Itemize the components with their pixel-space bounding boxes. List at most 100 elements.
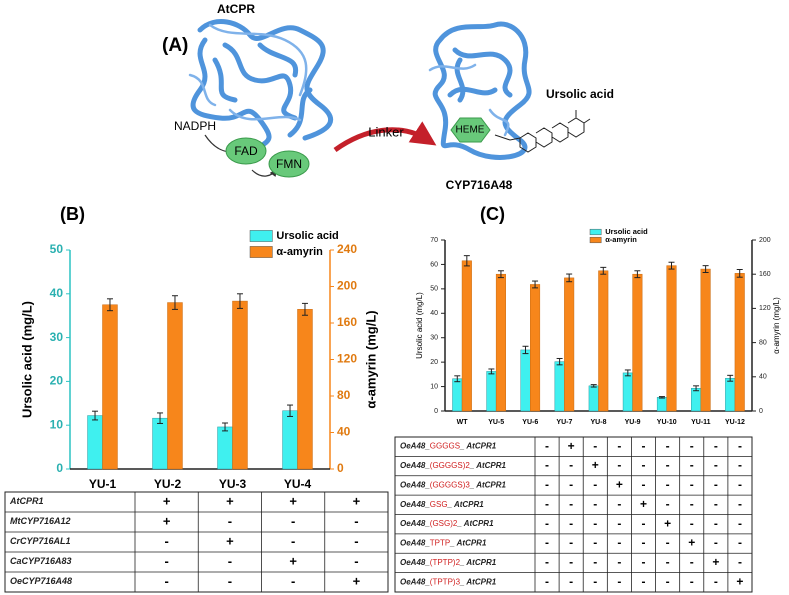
- fad-domain: [225, 137, 267, 165]
- y-tick-label: 10: [430, 383, 438, 390]
- cell: -: [569, 536, 573, 550]
- bar: [520, 349, 531, 412]
- label-part: OeA48_: [400, 539, 430, 548]
- cell: -: [228, 553, 232, 568]
- label-part: (GGGGS)2: [430, 461, 471, 470]
- cell: -: [617, 497, 621, 511]
- cell: -: [354, 553, 358, 568]
- label-part: (TPTP)2: [430, 558, 461, 567]
- protein-label: CYP716A48: [446, 178, 513, 192]
- cell: -: [714, 516, 718, 530]
- row-label: OeA48_(GGGGS)2_ AtCPR1: [400, 461, 507, 470]
- cell: -: [666, 497, 670, 511]
- x-tick-label: YU-9: [625, 419, 641, 426]
- linker-arrow: [333, 121, 437, 153]
- row-label: OeCYP716A48: [10, 576, 72, 586]
- x-tick-label: YU-5: [488, 419, 504, 426]
- cell: -: [593, 555, 597, 569]
- cell: -: [545, 574, 549, 588]
- label-part: GSG: [430, 500, 448, 509]
- cell: -: [642, 516, 646, 530]
- y-tick-label: 10: [50, 417, 64, 431]
- y2-tick-label: 120: [759, 305, 771, 312]
- cell: -: [291, 533, 295, 548]
- y2-tick-label: 160: [759, 271, 771, 278]
- cell: -: [545, 478, 549, 492]
- y-axis-label: Ursolic acid (mg/L): [415, 292, 424, 359]
- row-label: OeA48_(TPTP)3_ AtCPR1: [400, 577, 497, 586]
- cell: +: [289, 493, 297, 508]
- label-part: OeA48_: [400, 577, 430, 586]
- cell: -: [690, 458, 694, 472]
- cell: -: [666, 536, 670, 550]
- heme-label: HEME: [456, 125, 485, 136]
- bar: [452, 378, 463, 412]
- y2-tick-label: 120: [337, 352, 357, 366]
- cell: -: [569, 497, 573, 511]
- bar: [622, 372, 633, 412]
- cell: -: [690, 574, 694, 588]
- cell: -: [569, 516, 573, 530]
- cell: -: [642, 536, 646, 550]
- cell: -: [569, 478, 573, 492]
- cell: +: [616, 478, 623, 492]
- cell: -: [642, 458, 646, 472]
- y-tick-label: 20: [50, 374, 64, 388]
- x-tick-label: YU-7: [556, 419, 572, 426]
- table-border: [4, 491, 389, 593]
- legend-swatch: [249, 230, 273, 242]
- bar: [486, 371, 497, 412]
- y-tick-label: 0: [56, 461, 63, 475]
- bar: [554, 361, 565, 412]
- cell: -: [354, 513, 358, 528]
- x-tick-label: YU-10: [657, 419, 677, 426]
- y-axis-label: Ursolic acid (mg/L): [19, 301, 34, 418]
- legend-label: α-amyrin: [276, 246, 323, 258]
- legend-swatch: [589, 228, 602, 236]
- bar: [530, 284, 541, 412]
- bar: [588, 385, 599, 412]
- cell: +: [568, 439, 575, 453]
- cell: -: [714, 574, 718, 588]
- y-tick-label: 30: [430, 335, 438, 342]
- bar: [495, 273, 506, 412]
- y2-tick-label: 80: [759, 339, 767, 346]
- cell: -: [545, 497, 549, 511]
- label-part: OeA48_: [400, 481, 430, 490]
- bar: [564, 277, 575, 412]
- cell: -: [738, 555, 742, 569]
- cell: -: [593, 439, 597, 453]
- bar: [297, 309, 313, 470]
- cell: -: [690, 478, 694, 492]
- cell: -: [593, 574, 597, 588]
- bar: [725, 378, 736, 412]
- label-part: _ AtCPR1: [447, 500, 485, 509]
- bar: [691, 388, 702, 412]
- bar: [734, 273, 745, 412]
- label-part: OeA48_: [400, 500, 430, 509]
- y-tick-label: 70: [430, 237, 438, 244]
- x-tick-label: YU-1: [89, 477, 117, 491]
- linker-label: Linker: [368, 124, 404, 139]
- bar: [152, 417, 168, 470]
- y-tick-label: 50: [430, 286, 438, 293]
- legend-swatch: [249, 246, 273, 258]
- cell: -: [617, 555, 621, 569]
- heme: [450, 117, 491, 143]
- cell: +: [226, 533, 234, 548]
- bar: [167, 302, 183, 470]
- y2-tick-label: 0: [337, 461, 344, 475]
- label-part: TPTP: [430, 539, 450, 548]
- row-label: CrCYP716AL1: [10, 536, 71, 546]
- y-tick-label: 60: [430, 261, 438, 268]
- x-tick-label: YU-6: [522, 419, 538, 426]
- label-part: CrCYP716AL1: [10, 536, 71, 546]
- fmn-label: FMN: [276, 157, 302, 171]
- row-label: OeA48_(GGGGS)3_ AtCPR1: [400, 481, 507, 490]
- label-part: GGGGS: [430, 442, 460, 451]
- cell: -: [642, 478, 646, 492]
- row-label: OeA48_GGGGS_ AtCPR1: [400, 442, 497, 451]
- row-label: OeA48_(TPTP)2_ AtCPR1: [400, 558, 497, 567]
- bar: [102, 304, 118, 470]
- cell: -: [738, 497, 742, 511]
